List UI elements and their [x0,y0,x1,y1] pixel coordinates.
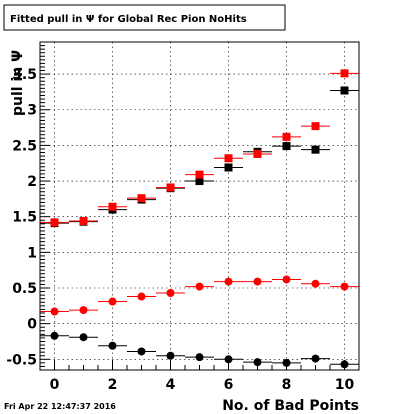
y-tick-label: -0.5 [6,352,37,368]
y-tick-label: 0 [27,317,37,333]
series-2 [40,275,359,316]
data-point [311,279,320,288]
data-point [311,122,320,131]
data-point [311,354,320,363]
y-tick-label: 2 [27,174,37,190]
data-point [282,142,291,151]
data-point [166,183,175,192]
x-tick-label: 10 [335,377,355,393]
x-tick-label: 2 [108,377,118,393]
y-tick-label: 0.5 [12,281,37,297]
data-series [40,69,359,369]
data-point [195,353,204,362]
data-point [166,288,175,297]
y-tick-label: 2.5 [12,138,37,154]
x-tick-label: 4 [166,377,176,393]
y-tick-label: 3 [27,103,37,119]
data-point [224,277,233,286]
plot-frame [39,41,360,371]
data-point [108,341,117,350]
data-point [224,163,233,172]
data-point [79,306,88,315]
y-tick-label: 1.5 [12,210,37,226]
data-point [79,333,88,342]
data-point [137,292,146,301]
data-point [50,331,59,340]
data-point [253,149,262,158]
series-0 [40,86,359,228]
x-tick-label: 8 [282,377,292,393]
data-point [50,218,59,227]
grid-lines [40,42,359,370]
series-3 [40,331,359,369]
data-point [50,307,59,316]
timestamp: Fri Apr 22 12:47:37 2016 [4,402,116,411]
title-frame [3,4,286,31]
data-point [340,69,349,78]
data-point [195,177,204,186]
title-box: Fitted pull in Ψ for Global Rec Pion NoH… [3,4,286,31]
data-point [79,216,88,225]
y-tick-label: 3.5 [12,67,37,83]
data-point [195,282,204,291]
data-point [166,351,175,360]
data-point [340,282,349,291]
data-point [224,355,233,364]
series-1 [40,69,359,227]
data-point [253,277,262,286]
data-point [224,154,233,163]
data-point [108,297,117,306]
data-point [282,132,291,141]
y-axis-title: pull in Ψ [10,50,26,116]
data-point [137,194,146,203]
data-point [137,347,146,356]
data-point [253,358,262,367]
x-axis-title: No. of Bad Points [222,398,359,414]
data-point [340,86,349,95]
data-point [195,170,204,179]
data-point [108,202,117,211]
x-tick-label: 6 [224,377,234,393]
x-tick-label: 0 [50,377,60,393]
y-tick-label: 1 [27,245,37,261]
chart-title: Fitted pull in Ψ for Global Rec Pion NoH… [10,14,247,25]
data-point [282,275,291,284]
axes: 0 2 4 6 8 10 -0.5 0 0.5 1 1.5 2 2.5 3 3.5 [6,41,360,393]
data-point [311,145,320,154]
